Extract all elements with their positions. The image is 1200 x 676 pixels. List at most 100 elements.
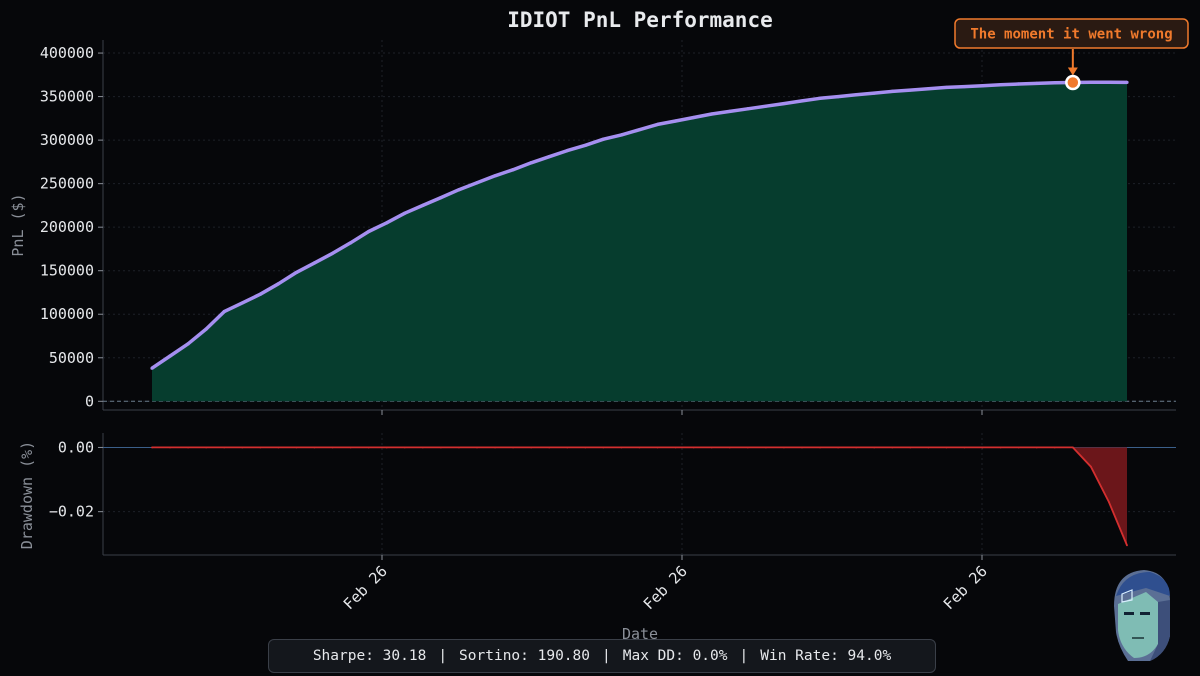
drawdown-data-point [187,446,190,449]
drawdown-data-point [151,446,153,449]
drawdown-y-tick-label: 0.00 [58,438,94,456]
drawdown-data-point [566,446,569,449]
pnl-data-points [150,80,1129,370]
sortino-stat: Sortino: 190.80 [459,648,590,664]
drawdown-gridlines [103,433,1176,555]
pnl-data-point [1107,80,1111,84]
pnl-data-point [385,221,389,225]
drawdown-data-point [1108,501,1110,503]
pnl-data-point [457,188,461,192]
pnl-y-tick-label: 300000 [40,131,94,149]
pnl-data-point [764,104,768,108]
annotation-text: The moment it went wrong [970,27,1172,43]
pnl-y-tick-label: 150000 [40,262,94,280]
pnl-data-point [1035,81,1039,85]
x-tick-label: Feb 26 [340,562,391,613]
pnl-data-point [493,174,497,178]
x-tick-label: Feb 26 [940,562,991,613]
drawdown-y-axis-label: Drawdown (%) [18,441,36,549]
pnl-data-point [565,148,569,153]
pnl-data-point [222,310,226,314]
pnl-data-point [529,161,533,165]
pnl-y-tick-label: 250000 [40,175,94,193]
pnl-data-point [980,84,985,88]
drawdown-data-point [421,446,424,449]
drawdown-data-point [927,446,930,449]
drawdown-data-point [710,446,713,449]
pnl-y-axis-label: PnL ($) [9,193,27,256]
pnl-data-point [511,168,515,172]
max-drawdown-stat: Max DD: 0.0% [622,648,728,664]
pnl-x-ticks [381,410,983,415]
drawdown-data-point [999,446,1002,449]
drawdown-data-point [259,446,262,449]
drawdown-data-point [223,446,226,449]
drawdown-data-point [584,446,587,449]
pnl-data-point [908,88,912,92]
pnl-data-point [475,181,479,185]
pnl-area-fill [152,82,1127,402]
pnl-data-point [403,211,407,215]
pnl-data-point [674,119,678,123]
pnl-y-tick-label: 200000 [40,218,94,236]
annotation-box [954,18,1189,49]
drawdown-data-point [1035,446,1038,449]
drawdown-data-point [1071,446,1074,449]
drawdown-data-point [783,446,785,449]
pnl-data-point [999,83,1003,87]
pnl-data-point [782,101,786,106]
pnl-data-point [692,115,696,120]
chart-title: IDIOT PnL Performance [507,8,773,32]
drawdown-data-point [945,446,948,449]
drawdown-data-point [548,446,551,449]
annotation-marker [1065,74,1081,91]
pnl-data-point [619,133,624,137]
robot-head-icon [1106,566,1176,666]
pnl-data-point [349,241,353,245]
drawdown-data-point [277,446,280,449]
pnl-data-point [1125,80,1129,84]
pnl-data-point [439,195,443,200]
pnl-data-point [1053,81,1057,85]
drawdown-y-tick-label: −0.02 [49,503,94,521]
pnl-data-point [655,122,660,127]
drawdown-data-point [512,446,515,449]
stats-separator: | [739,648,749,664]
pnl-data-point [962,84,967,89]
pnl-data-point [150,366,154,370]
stats-separator: | [438,648,448,664]
pnl-y-tick-label: 350000 [40,88,94,106]
drawdown-data-point [638,446,641,449]
pnl-data-point [294,270,299,275]
pnl-data-point [926,87,930,91]
drawdown-data-point [494,446,496,449]
drawdown-data-point [439,446,442,449]
drawdown-data-point [1126,544,1128,547]
drawdown-area-fill [152,447,1127,546]
pnl-data-point [1089,80,1093,84]
pnl-data-point [872,91,876,95]
pnl-data-point [240,301,244,305]
drawdown-data-point [367,446,370,449]
pnl-data-point [944,85,949,90]
drawdown-y-ticks: 0.00 −0.02 [49,438,103,521]
pnl-data-point [836,94,840,99]
pnl-data-point [746,107,750,111]
drawdown-data-point [349,446,352,449]
drawdown-data-point [963,446,966,449]
pnl-data-point [276,282,280,286]
drawdown-data-point [692,446,695,449]
drawdown-data-point [1053,446,1056,449]
pnl-y-tick-label: 400000 [40,44,94,62]
drawdown-data-point [602,446,605,449]
pnl-y-tick-label: 100000 [40,305,94,323]
drawdown-data-point [295,446,298,449]
pnl-data-point [168,354,172,358]
pnl-data-point [258,292,262,296]
drawdown-data-point [909,446,912,449]
drawdown-data-point [403,446,406,449]
win-rate-stat: Win Rate: 94.0% [760,648,892,664]
stats-separator: | [602,648,611,664]
drawdown-data-point [313,446,316,449]
